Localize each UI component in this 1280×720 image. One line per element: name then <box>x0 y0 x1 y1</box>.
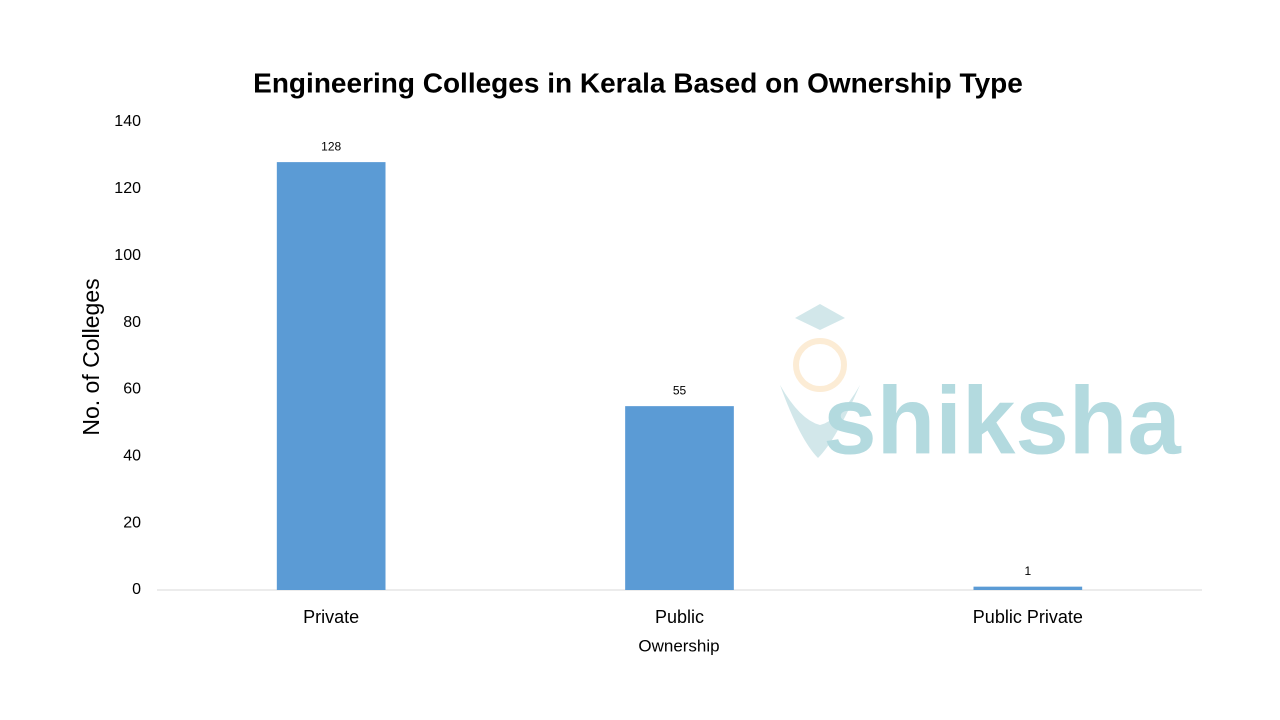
watermark-cap <box>795 304 845 330</box>
watermark-ring <box>793 338 847 392</box>
watermark-pen <box>780 385 860 458</box>
x-tick-label: Public <box>655 607 704 627</box>
value-label: 128 <box>321 139 341 153</box>
watermark-text: shiksha <box>823 367 1181 474</box>
bar <box>276 162 386 590</box>
x-axis-label: Ownership <box>638 636 719 655</box>
x-tick-label: Public Private <box>973 607 1083 627</box>
y-tick-label: 60 <box>123 381 141 398</box>
y-tick-label: 40 <box>123 448 141 465</box>
y-tick-label: 100 <box>114 247 141 264</box>
watermark-logo <box>780 304 860 458</box>
y-tick-label: 120 <box>114 180 141 197</box>
value-label: 1 <box>1024 564 1031 578</box>
y-tick-label: 20 <box>123 514 141 531</box>
bar <box>625 406 734 590</box>
chart-title: Engineering Colleges in Kerala Based on … <box>253 67 1023 98</box>
y-tick-label: 80 <box>123 314 141 331</box>
x-tick-label: Private <box>303 607 359 627</box>
y-axis-label: No. of Colleges <box>78 278 104 435</box>
y-tick-label: 0 <box>132 581 141 598</box>
value-label: 55 <box>673 383 687 397</box>
bar <box>973 586 1083 590</box>
y-tick-label: 140 <box>114 113 141 130</box>
